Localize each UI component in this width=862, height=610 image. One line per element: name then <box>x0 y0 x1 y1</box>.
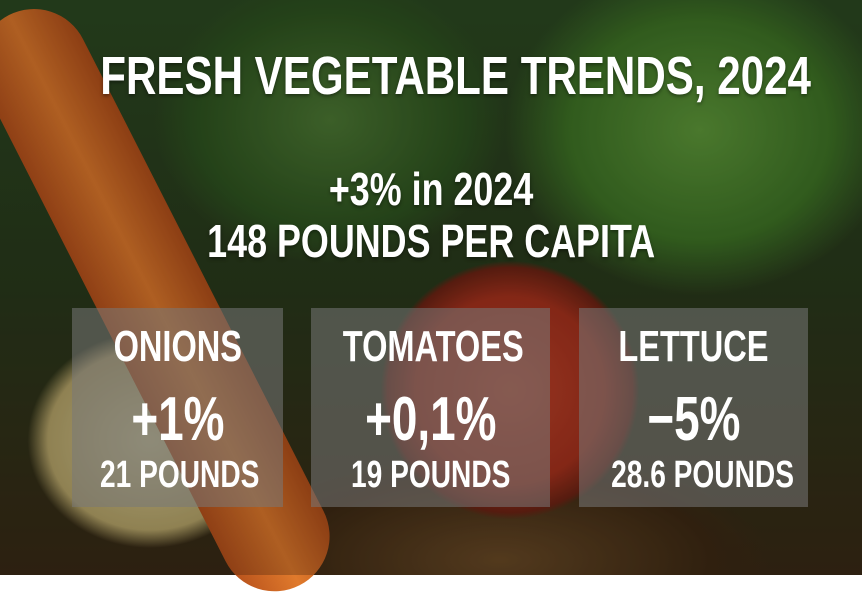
card-change: +0,1% <box>364 385 497 454</box>
card-lettuce: LETTUCE −5% 28.6 POUNDS <box>579 308 808 507</box>
card-amount: 21 POUNDS <box>100 454 260 496</box>
card-change: −5% <box>646 385 741 454</box>
card-name: TOMATOES <box>342 322 524 371</box>
card-amount: 28.6 POUNDS <box>611 454 794 496</box>
page-title: FRESH VEGETABLE TRENDS, 2024 <box>100 46 811 106</box>
card-amount: 19 POUNDS <box>350 454 511 496</box>
card-change: +1% <box>130 385 225 454</box>
card-name: ONIONS <box>113 322 242 371</box>
headline-amount: 148 POUNDS PER CAPITA <box>207 215 655 267</box>
card-tomatoes: TOMATOES +0,1% 19 POUNDS <box>311 308 550 507</box>
card-onions: ONIONS +1% 21 POUNDS <box>72 308 283 507</box>
headline-change: +3% in 2024 <box>328 163 534 215</box>
card-name: LETTUCE <box>618 322 769 371</box>
